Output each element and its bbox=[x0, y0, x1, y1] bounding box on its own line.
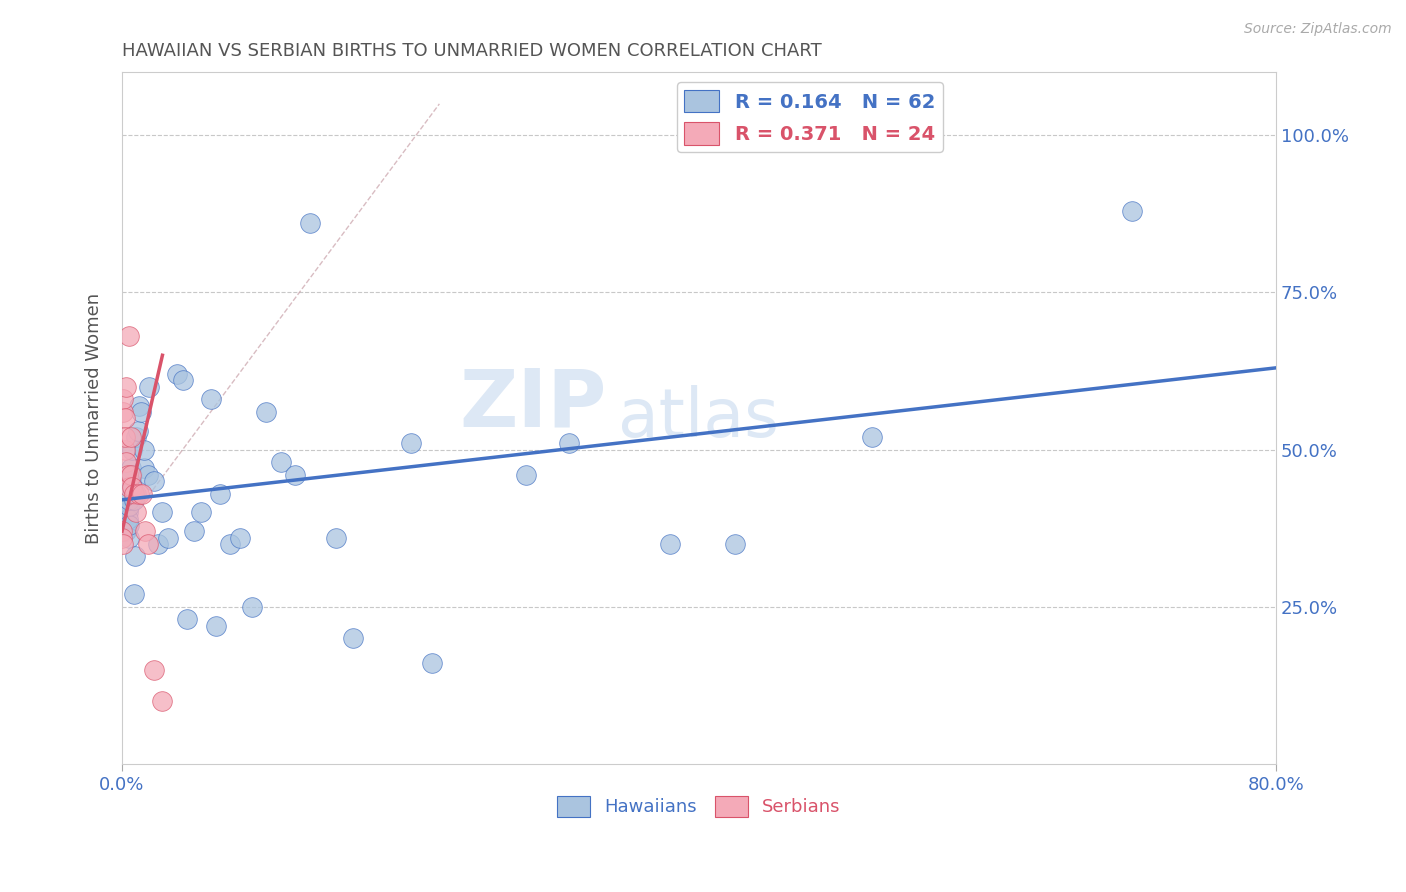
Point bbox=[117, 518, 139, 533]
Point bbox=[209, 486, 232, 500]
Text: HAWAIIAN VS SERBIAN BIRTHS TO UNMARRIED WOMEN CORRELATION CHART: HAWAIIAN VS SERBIAN BIRTHS TO UNMARRIED … bbox=[122, 42, 821, 60]
Point bbox=[152, 505, 174, 519]
Point bbox=[115, 486, 138, 500]
Point bbox=[125, 505, 148, 519]
Point bbox=[122, 486, 145, 500]
Point bbox=[115, 380, 138, 394]
Point bbox=[284, 467, 307, 482]
Point bbox=[399, 436, 422, 450]
Point bbox=[111, 524, 134, 539]
Point bbox=[190, 505, 212, 519]
Point bbox=[132, 442, 155, 457]
Point bbox=[114, 442, 136, 457]
Point bbox=[200, 392, 222, 407]
Point bbox=[120, 467, 142, 482]
Point bbox=[152, 694, 174, 708]
Point bbox=[122, 587, 145, 601]
Point bbox=[114, 430, 136, 444]
Point bbox=[114, 524, 136, 539]
Point bbox=[112, 405, 135, 419]
Point bbox=[115, 524, 138, 539]
Point bbox=[121, 480, 143, 494]
Legend: Hawaiians, Serbians: Hawaiians, Serbians bbox=[550, 789, 848, 824]
Point bbox=[724, 537, 747, 551]
Point bbox=[254, 405, 277, 419]
Point bbox=[118, 480, 141, 494]
Point bbox=[142, 663, 165, 677]
Point bbox=[136, 467, 159, 482]
Point bbox=[128, 399, 150, 413]
Point bbox=[342, 631, 364, 645]
Point bbox=[112, 537, 135, 551]
Point bbox=[142, 474, 165, 488]
Point bbox=[176, 612, 198, 626]
Point bbox=[118, 499, 141, 513]
Point bbox=[120, 430, 142, 444]
Point bbox=[128, 486, 150, 500]
Point bbox=[121, 467, 143, 482]
Point bbox=[118, 518, 141, 533]
Point bbox=[132, 461, 155, 475]
Point bbox=[127, 424, 149, 438]
Point bbox=[270, 455, 292, 469]
Text: ZIP: ZIP bbox=[460, 366, 607, 443]
Point bbox=[114, 411, 136, 425]
Point bbox=[118, 329, 141, 343]
Point bbox=[112, 505, 135, 519]
Point bbox=[112, 518, 135, 533]
Point bbox=[121, 442, 143, 457]
Point bbox=[120, 474, 142, 488]
Point bbox=[420, 657, 443, 671]
Text: Source: ZipAtlas.com: Source: ZipAtlas.com bbox=[1244, 22, 1392, 37]
Point bbox=[121, 480, 143, 494]
Point bbox=[229, 531, 252, 545]
Point bbox=[240, 599, 263, 614]
Point bbox=[118, 492, 141, 507]
Point bbox=[120, 461, 142, 475]
Point bbox=[125, 430, 148, 444]
Point bbox=[111, 531, 134, 545]
Point bbox=[122, 492, 145, 507]
Point bbox=[146, 537, 169, 551]
Point bbox=[117, 467, 139, 482]
Y-axis label: Births to Unmarried Women: Births to Unmarried Women bbox=[86, 293, 103, 544]
Point bbox=[166, 367, 188, 381]
Point bbox=[125, 486, 148, 500]
Point bbox=[117, 505, 139, 519]
Text: atlas: atlas bbox=[619, 385, 779, 451]
Point bbox=[134, 524, 156, 539]
Point bbox=[219, 537, 242, 551]
Point bbox=[183, 524, 205, 539]
Point bbox=[118, 531, 141, 545]
Point bbox=[204, 618, 226, 632]
Point bbox=[114, 505, 136, 519]
Point bbox=[117, 511, 139, 525]
Point bbox=[325, 531, 347, 545]
Point bbox=[1121, 203, 1143, 218]
Point bbox=[136, 537, 159, 551]
Point bbox=[124, 549, 146, 564]
Point bbox=[659, 537, 682, 551]
Point bbox=[298, 216, 321, 230]
Point bbox=[112, 392, 135, 407]
Point bbox=[157, 531, 180, 545]
Point bbox=[115, 505, 138, 519]
Point bbox=[558, 436, 581, 450]
Point bbox=[172, 373, 194, 387]
Point bbox=[138, 380, 160, 394]
Point bbox=[515, 467, 537, 482]
Point bbox=[131, 486, 153, 500]
Point bbox=[115, 455, 138, 469]
Point bbox=[129, 405, 152, 419]
Point bbox=[860, 430, 883, 444]
Point bbox=[115, 518, 138, 533]
Point bbox=[114, 518, 136, 533]
